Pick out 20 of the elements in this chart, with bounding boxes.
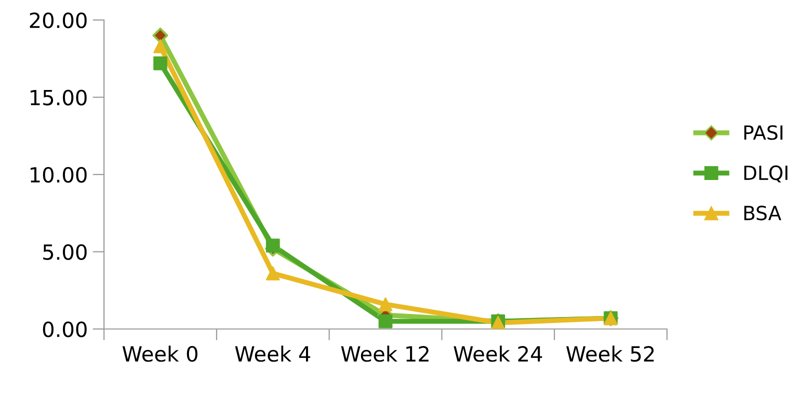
x-tick-label: Week 4 [235, 346, 310, 362]
y-tick-label: 15.00 [30, 90, 87, 106]
y-tick-label: 20.00 [30, 12, 87, 28]
x-tick-label: Week 24 [454, 346, 542, 362]
point [378, 297, 392, 312]
point [266, 238, 280, 253]
point [266, 266, 280, 280]
y-tick-label: 5.00 [43, 244, 87, 260]
x-tick-label: Week 12 [341, 346, 429, 362]
y-tick-label: 0.00 [43, 321, 87, 338]
legend-label: BSA [744, 206, 782, 220]
point [152, 28, 168, 44]
point [378, 314, 392, 328]
point [153, 56, 168, 70]
x-tick-label: Week 0 [122, 346, 198, 362]
legend-label: DLQI [744, 165, 788, 182]
point [153, 39, 168, 54]
y-tick-label: 10.00 [30, 166, 87, 183]
legend-label: PASI [744, 125, 782, 140]
x-tick-label: Week 52 [566, 346, 654, 362]
